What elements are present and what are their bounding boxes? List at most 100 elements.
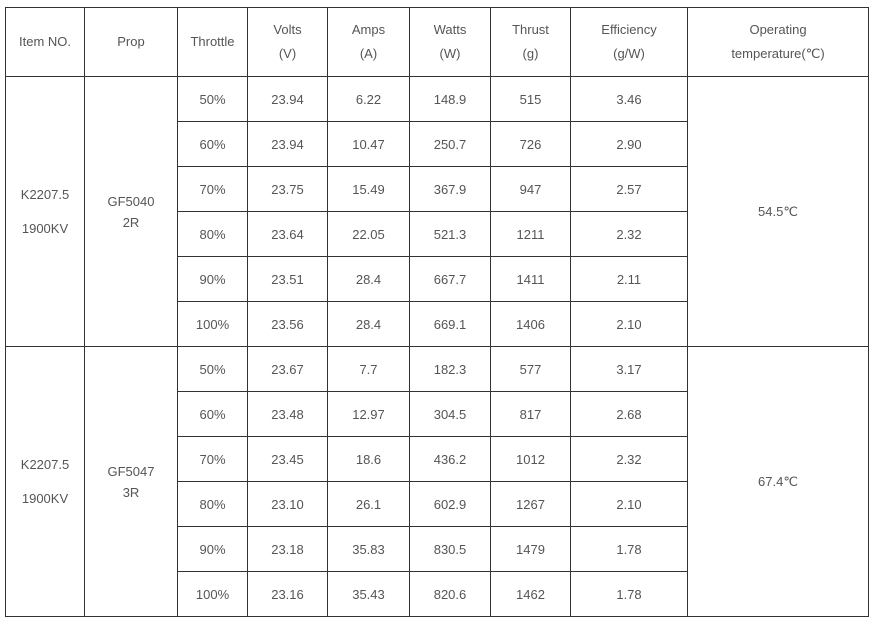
throttle-cell: 80% <box>177 211 248 257</box>
amps-cell: 6.22 <box>327 76 410 122</box>
table-row: 80% 23.10 26.1 602.9 1267 2.10 <box>6 481 869 527</box>
table-row: 90% 23.51 28.4 667.7 1411 2.11 <box>6 256 869 302</box>
thrust-cell: 1406 <box>490 301 571 347</box>
table-row: 70% 23.45 18.6 436.2 1012 2.32 <box>6 436 869 482</box>
volts-cell: 23.48 <box>247 391 328 437</box>
volts-cell: 23.18 <box>247 526 328 572</box>
throttle-cell: 90% <box>177 526 248 572</box>
efficiency-cell: 1.78 <box>570 526 688 572</box>
prop-cell-line: GF5047 <box>107 463 155 479</box>
header-text: temperature(℃) <box>731 46 825 61</box>
thrust-cell: 1411 <box>490 256 571 302</box>
watts-cell: 669.1 <box>409 301 491 347</box>
efficiency-cell: 2.10 <box>570 481 688 527</box>
watts-cell: 367.9 <box>409 166 491 212</box>
header-thrust: Thrust (g) <box>490 7 571 77</box>
header-volts: Volts (V) <box>247 7 328 77</box>
watts-cell: 521.3 <box>409 211 491 257</box>
header-amps: Amps (A) <box>327 7 410 77</box>
header-text: Item NO. <box>18 34 71 49</box>
throttle-cell: 50% <box>177 346 248 392</box>
table-row: 100% 23.56 28.4 669.1 1406 2.10 <box>6 301 869 347</box>
throttle-cell: 90% <box>177 256 248 302</box>
efficiency-cell: 2.10 <box>570 301 688 347</box>
item-cell-line: K2207.5 <box>20 186 70 202</box>
efficiency-cell: 2.68 <box>570 391 688 437</box>
item-cell-line: K2207.5 <box>20 456 70 472</box>
amps-cell: 22.05 <box>327 211 410 257</box>
volts-cell: 23.94 <box>247 76 328 122</box>
header-text: Operating <box>749 22 807 37</box>
volts-cell: 23.56 <box>247 301 328 347</box>
efficiency-cell: 1.78 <box>570 571 688 617</box>
volts-cell: 23.16 <box>247 571 328 617</box>
thrust-cell: 947 <box>490 166 571 212</box>
throttle-cell: 50% <box>177 76 248 122</box>
table-row: 60% 23.94 10.47 250.7 726 2.90 <box>6 121 869 167</box>
efficiency-cell: 2.90 <box>570 121 688 167</box>
header-row: Item NO. Prop Throttle Volts (V) Amps (A) Watts… <box>5 7 869 77</box>
item-cell-line: 1900KV <box>21 220 69 236</box>
table-row: K2207.5 1900KV GF5040 2R 50% 23.94 6.22 148.9 51… <box>5 76 869 347</box>
throttle-cell: 80% <box>177 481 248 527</box>
amps-cell: 26.1 <box>327 481 410 527</box>
table-row: 60% 23.48 12.97 304.5 817 2.68 <box>6 391 869 437</box>
efficiency-cell: 3.46 <box>570 76 688 122</box>
thrust-cell: 1012 <box>490 436 571 482</box>
motor-test-table: Item NO. Prop Throttle Volts (V) Amps (A) Watts… <box>5 7 869 617</box>
table-row: 70% 23.75 15.49 367.9 947 2.57 <box>6 166 869 212</box>
header-text: Watts <box>433 22 467 37</box>
header-text: (V) <box>278 46 297 61</box>
header-text: Volts <box>273 22 302 37</box>
amps-cell: 10.47 <box>327 121 410 167</box>
throttle-cell: 100% <box>177 571 248 617</box>
header-text: (A) <box>359 46 378 61</box>
thrust-cell: 726 <box>490 121 571 167</box>
watts-cell: 250.7 <box>409 121 491 167</box>
header-text: Efficiency <box>601 22 657 37</box>
throttle-cell: 60% <box>177 121 248 167</box>
efficiency-cell: 2.32 <box>570 436 688 482</box>
header-text: Thrust <box>512 22 549 37</box>
watts-cell: 667.7 <box>409 256 491 302</box>
amps-cell: 18.6 <box>327 436 410 482</box>
volts-cell: 23.64 <box>247 211 328 257</box>
header-operating-temperature: Operating temperature(℃) <box>687 7 869 77</box>
prop-cell-line: 2R <box>122 214 140 230</box>
throttle-cell: 70% <box>177 166 248 212</box>
watts-cell: 304.5 <box>409 391 491 437</box>
header-text: Prop <box>117 34 145 49</box>
watts-cell: 602.9 <box>409 481 491 527</box>
amps-cell: 35.43 <box>327 571 410 617</box>
table-row: 100% 23.16 35.43 820.6 1462 1.78 <box>6 571 869 617</box>
header-text: (g) <box>522 46 539 61</box>
table-row: 90% 23.18 35.83 830.5 1479 1.78 <box>6 526 869 572</box>
thrust-cell: 1211 <box>490 211 571 257</box>
table-row: 80% 23.64 22.05 521.3 1211 2.32 <box>6 211 869 257</box>
watts-cell: 820.6 <box>409 571 491 617</box>
thrust-cell: 817 <box>490 391 571 437</box>
header-throttle: Throttle <box>177 7 248 77</box>
thrust-cell: 577 <box>490 346 571 392</box>
volts-cell: 23.94 <box>247 121 328 167</box>
prop-cell-line: GF5040 <box>107 193 155 209</box>
thrust-cell: 1462 <box>490 571 571 617</box>
throttle-cell: 70% <box>177 436 248 482</box>
efficiency-cell: 2.32 <box>570 211 688 257</box>
watts-cell: 436.2 <box>409 436 491 482</box>
efficiency-cell: 2.57 <box>570 166 688 212</box>
item-cell-line: 1900KV <box>21 490 69 506</box>
header-text: (W) <box>439 46 461 61</box>
header-efficiency: Efficiency (g/W) <box>570 7 688 77</box>
thrust-cell: 1479 <box>490 526 571 572</box>
header-item-no: Item NO. <box>5 7 85 77</box>
header-text: Amps <box>351 22 386 37</box>
amps-cell: 28.4 <box>327 256 410 302</box>
watts-cell: 182.3 <box>409 346 491 392</box>
header-text: (g/W) <box>613 46 645 61</box>
item-cell: K2207.5 1900KV <box>5 346 85 617</box>
volts-cell: 23.75 <box>247 166 328 212</box>
throttle-cell: 60% <box>177 391 248 437</box>
thrust-cell: 1267 <box>490 481 571 527</box>
watts-cell: 148.9 <box>409 76 491 122</box>
